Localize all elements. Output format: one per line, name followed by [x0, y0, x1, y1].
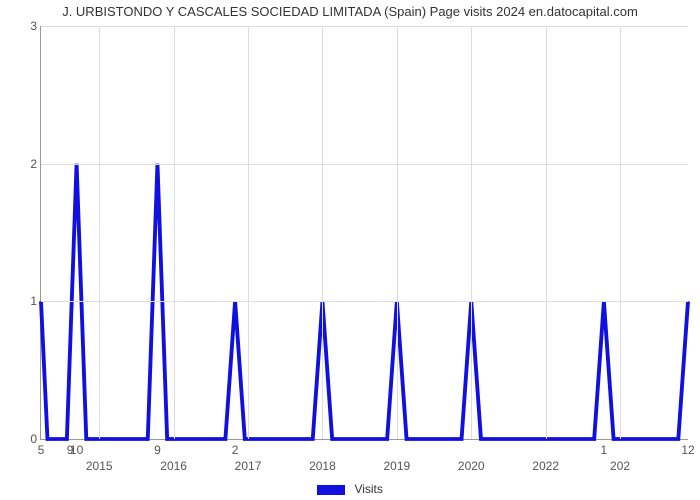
x-tick-label: 5: [38, 443, 45, 457]
gridline-v: [174, 26, 175, 439]
x-year-label: 2016: [160, 459, 187, 473]
gridline-v: [322, 26, 323, 439]
legend-label: Visits: [354, 482, 382, 496]
gridline-v: [546, 26, 547, 439]
x-year-label: 2020: [458, 459, 485, 473]
y-tick-label: 3: [19, 19, 37, 33]
x-year-label: 2018: [309, 459, 336, 473]
x-tick-label: 2: [232, 443, 239, 457]
gridline-h: [41, 164, 688, 165]
x-tick-label: 1: [601, 443, 608, 457]
x-year-label: 2017: [235, 459, 262, 473]
gridline-v: [620, 26, 621, 439]
chart-container: J. URBISTONDO Y CASCALES SOCIEDAD LIMITA…: [0, 0, 700, 500]
legend-swatch: [317, 485, 345, 495]
gridline-h: [41, 301, 688, 302]
x-year-label: 202: [610, 459, 630, 473]
x-year-label: 2022: [532, 459, 559, 473]
plot-area: 0123591092112201520162017201820192020202…: [40, 26, 688, 440]
x-year-label: 2015: [86, 459, 113, 473]
y-tick-label: 1: [19, 294, 37, 308]
gridline-v: [248, 26, 249, 439]
chart-title: J. URBISTONDO Y CASCALES SOCIEDAD LIMITA…: [0, 4, 700, 19]
y-tick-label: 0: [19, 432, 37, 446]
x-tick-label: 10: [70, 443, 83, 457]
x-year-label: 2019: [383, 459, 410, 473]
gridline-v: [99, 26, 100, 439]
line-series: [41, 26, 688, 439]
x-tick-label: 9: [154, 443, 161, 457]
gridline-v: [471, 26, 472, 439]
y-tick-label: 2: [19, 157, 37, 171]
gridline-h: [41, 26, 688, 27]
x-tick-label: 12: [681, 443, 694, 457]
legend: Visits: [0, 482, 700, 496]
gridline-v: [397, 26, 398, 439]
